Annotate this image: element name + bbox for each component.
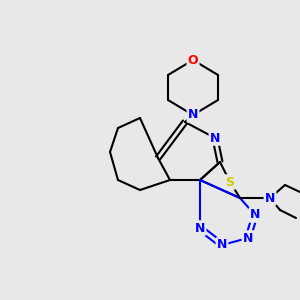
- Text: N: N: [210, 131, 220, 145]
- Text: N: N: [250, 208, 260, 221]
- Text: O: O: [188, 53, 198, 67]
- Text: N: N: [243, 232, 253, 244]
- Text: N: N: [195, 221, 205, 235]
- Text: S: S: [226, 176, 235, 188]
- Text: N: N: [217, 238, 227, 251]
- Text: N: N: [265, 191, 275, 205]
- Text: N: N: [188, 109, 198, 122]
